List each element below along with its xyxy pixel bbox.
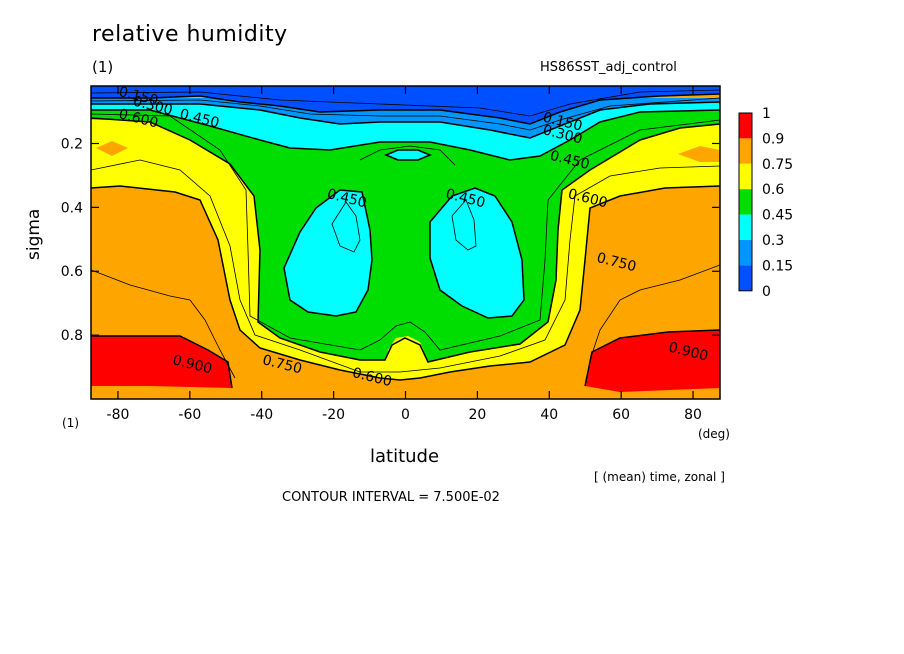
- contour-line-045-lobe-north: [429, 187, 525, 319]
- y-axis-unit: (1): [62, 416, 79, 430]
- x-tick-label: -60: [178, 407, 201, 423]
- x-tick-label: -20: [322, 407, 345, 423]
- colorbar-frame: [738, 112, 753, 292]
- colorbar-label: 0.15: [762, 258, 793, 274]
- contour-line-045: [91, 109, 720, 161]
- fill-orange-north-pocket: [678, 146, 720, 162]
- fill-red-south: [91, 336, 232, 388]
- fill-cyan-lobe-north: [430, 188, 524, 318]
- y-tick-label: 0.4: [61, 200, 83, 216]
- contour-line-thin-0525-inner: [359, 145, 456, 166]
- contour-line-thin-0075: [91, 89, 720, 117]
- contour-fill-layer: [91, 86, 720, 399]
- fill-green: [91, 110, 720, 362]
- run-name: HS86SST_adj_control: [540, 60, 677, 75]
- x-tick-label: -40: [250, 407, 273, 423]
- contour-line-thin-0375-south: [331, 201, 361, 253]
- colorbar-swatch: [739, 214, 752, 240]
- contour-line-thin-0825-north: [589, 264, 720, 361]
- x-axis-label: latitude: [370, 446, 440, 467]
- colorbar-label: 0.3: [762, 233, 784, 249]
- colorbar-swatch: [739, 138, 752, 164]
- contour-interval-note: CONTOUR INTERVAL = 7.500E-02: [282, 490, 500, 505]
- x-tick-label: 60: [612, 407, 630, 423]
- x-tick-label: 40: [540, 407, 558, 423]
- contour-line-thin-0525: [91, 113, 720, 351]
- contour-line-045-lobe-south: [283, 189, 373, 317]
- colorbar-label: 0.45: [762, 208, 793, 224]
- contour-line-thin-0675: [91, 159, 720, 373]
- contour-line-075: [91, 185, 720, 381]
- colorbar-swatch: [739, 265, 752, 291]
- contour-line-090-north: [584, 329, 720, 387]
- mean-note: [ (mean) time, zonal ]: [594, 470, 725, 484]
- contour-line-layer: [91, 89, 720, 389]
- fill-orange-south-pocket: [96, 141, 128, 156]
- colorbar-label: 0: [762, 284, 771, 300]
- contour-line-060: [91, 117, 720, 363]
- contour-line-090-south: [91, 335, 233, 389]
- x-axis-unit: (deg): [698, 427, 730, 441]
- x-axis-ticks: -80 -60 -40 -20 0 20 40 60 80: [107, 86, 702, 423]
- colorbar-label: 0.75: [762, 157, 793, 173]
- colorbar-swatch: [739, 189, 752, 215]
- y-axis-ticks: 0.2 0.4 0.6 0.8: [61, 136, 720, 344]
- colorbar-label: 1: [762, 106, 771, 122]
- contour-line-thin-0375-north: [451, 199, 477, 251]
- contour-line-030: [91, 101, 720, 139]
- contour-line-thin-0225: [91, 97, 720, 131]
- x-tick-label: 0: [401, 407, 410, 423]
- colorbar-swatch: [739, 240, 752, 266]
- colorbar-label: 0.9: [762, 131, 784, 147]
- y-tick-label: 0.8: [61, 328, 83, 344]
- fill-yellow-equator-bump: [385, 336, 428, 372]
- chart-title-unit: (1): [92, 58, 114, 76]
- colorbar: 1 0.9 0.75 0.6 0.45 0.3 0.15 0: [738, 106, 793, 300]
- colorbar-swatch: [739, 113, 752, 139]
- contour-line-045-pocket: [384, 149, 432, 161]
- x-tick-label: 20: [468, 407, 486, 423]
- fill-cyan-lobe-south: [284, 190, 372, 316]
- fill-red-north: [585, 330, 720, 392]
- contour-line-015: [91, 93, 720, 125]
- y-tick-label: 0.2: [61, 136, 83, 152]
- y-tick-label: 0.6: [61, 264, 83, 280]
- x-tick-label: 80: [684, 407, 702, 423]
- contour-line-thin-0825: [91, 269, 236, 379]
- colorbar-label: 0.6: [762, 182, 784, 198]
- colorbar-swatch: [739, 163, 752, 190]
- chart-title: relative humidity: [92, 22, 288, 47]
- fill-cyan-equator-pocket: [386, 150, 430, 160]
- x-tick-label: -80: [107, 407, 130, 423]
